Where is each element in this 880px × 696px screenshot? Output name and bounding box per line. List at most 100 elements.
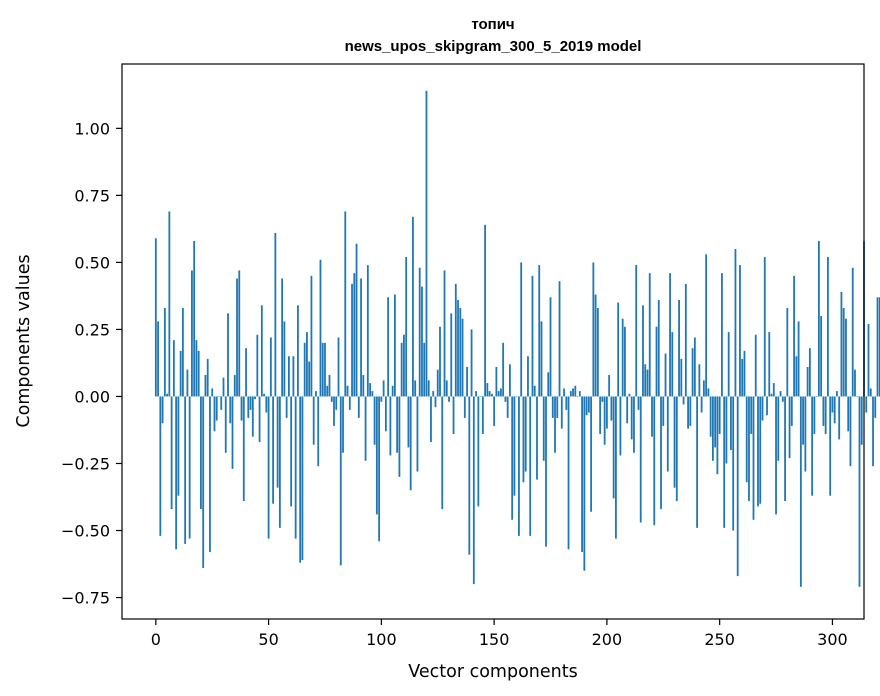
bar (393, 294, 396, 397)
bar (569, 391, 572, 397)
bar (470, 329, 473, 397)
bar (355, 243, 358, 397)
bar (206, 358, 209, 397)
bar (222, 377, 225, 397)
bar (461, 318, 464, 397)
bar (858, 396, 861, 587)
bar (378, 396, 380, 542)
bar (669, 273, 671, 397)
bar (502, 342, 505, 397)
bar (815, 396, 818, 398)
bar (186, 369, 189, 397)
bar (339, 396, 342, 566)
bar (369, 383, 371, 397)
bar (836, 391, 838, 397)
bar (403, 334, 405, 397)
bar (795, 356, 798, 397)
bar (567, 396, 570, 550)
bar (542, 396, 545, 461)
y-tick-label: 0.25 (74, 320, 110, 339)
bar (490, 393, 493, 397)
bar (346, 385, 349, 397)
bar (459, 307, 462, 397)
x-axis-label: Vector components (408, 662, 577, 682)
bar (691, 348, 694, 397)
bar (689, 396, 692, 426)
bar (389, 396, 392, 456)
bar (822, 396, 825, 426)
bar (576, 396, 579, 398)
bar (529, 396, 532, 536)
bar (777, 396, 780, 461)
bar (387, 297, 390, 397)
bar (878, 297, 880, 397)
bar (220, 396, 223, 410)
bar (696, 396, 698, 528)
bar (175, 396, 178, 550)
bar (233, 375, 236, 397)
bar (272, 396, 274, 504)
bar (170, 396, 173, 510)
bar (596, 307, 599, 397)
bar (197, 350, 200, 397)
bar (736, 396, 739, 577)
bar (770, 393, 773, 397)
bar (741, 358, 744, 397)
bar (560, 396, 563, 429)
bar (829, 396, 832, 496)
bar (177, 396, 180, 496)
bar (754, 334, 757, 397)
x-axis-ticks: 0 50 100 150 200 250 300 (151, 619, 848, 649)
bar (540, 321, 543, 397)
bar (463, 396, 466, 418)
y-axis-ticks: −0.75 −0.50 −0.25 0.00 0.25 0.50 0.75 1.00 (61, 119, 122, 608)
bar (441, 396, 444, 510)
bar (635, 265, 638, 397)
bar (750, 396, 753, 434)
bar (497, 391, 500, 397)
bar (161, 396, 164, 424)
bar (188, 396, 191, 539)
bar (181, 307, 184, 397)
bar (249, 396, 252, 410)
bar (448, 396, 450, 402)
bar (245, 348, 247, 397)
bar (509, 364, 511, 397)
bar (872, 396, 874, 467)
bar (655, 326, 658, 397)
bar (520, 262, 523, 397)
bar (662, 396, 665, 426)
bar (303, 342, 306, 397)
bar (335, 396, 338, 410)
bar (342, 396, 344, 453)
bar (673, 396, 676, 488)
bar (466, 366, 468, 397)
bar (757, 396, 759, 507)
bar (874, 396, 877, 418)
bar (648, 273, 651, 397)
bar (610, 396, 613, 421)
bar (583, 396, 586, 571)
bar (357, 396, 360, 418)
bar (684, 283, 687, 397)
bar (768, 332, 771, 397)
bar (484, 224, 486, 397)
bar (328, 375, 331, 397)
bar (260, 305, 263, 397)
bar (209, 396, 211, 552)
bar (799, 396, 802, 587)
bar (479, 396, 482, 398)
bar (251, 396, 254, 437)
bar (615, 396, 617, 539)
x-tick-label: 150 (479, 630, 510, 649)
bar (840, 291, 843, 397)
bar (817, 240, 820, 397)
bar (522, 396, 525, 483)
bar (842, 307, 845, 397)
bar (398, 396, 401, 477)
bar (218, 396, 220, 398)
bar (191, 270, 193, 397)
bar (326, 385, 329, 397)
bar (531, 275, 534, 397)
bar (416, 396, 419, 472)
